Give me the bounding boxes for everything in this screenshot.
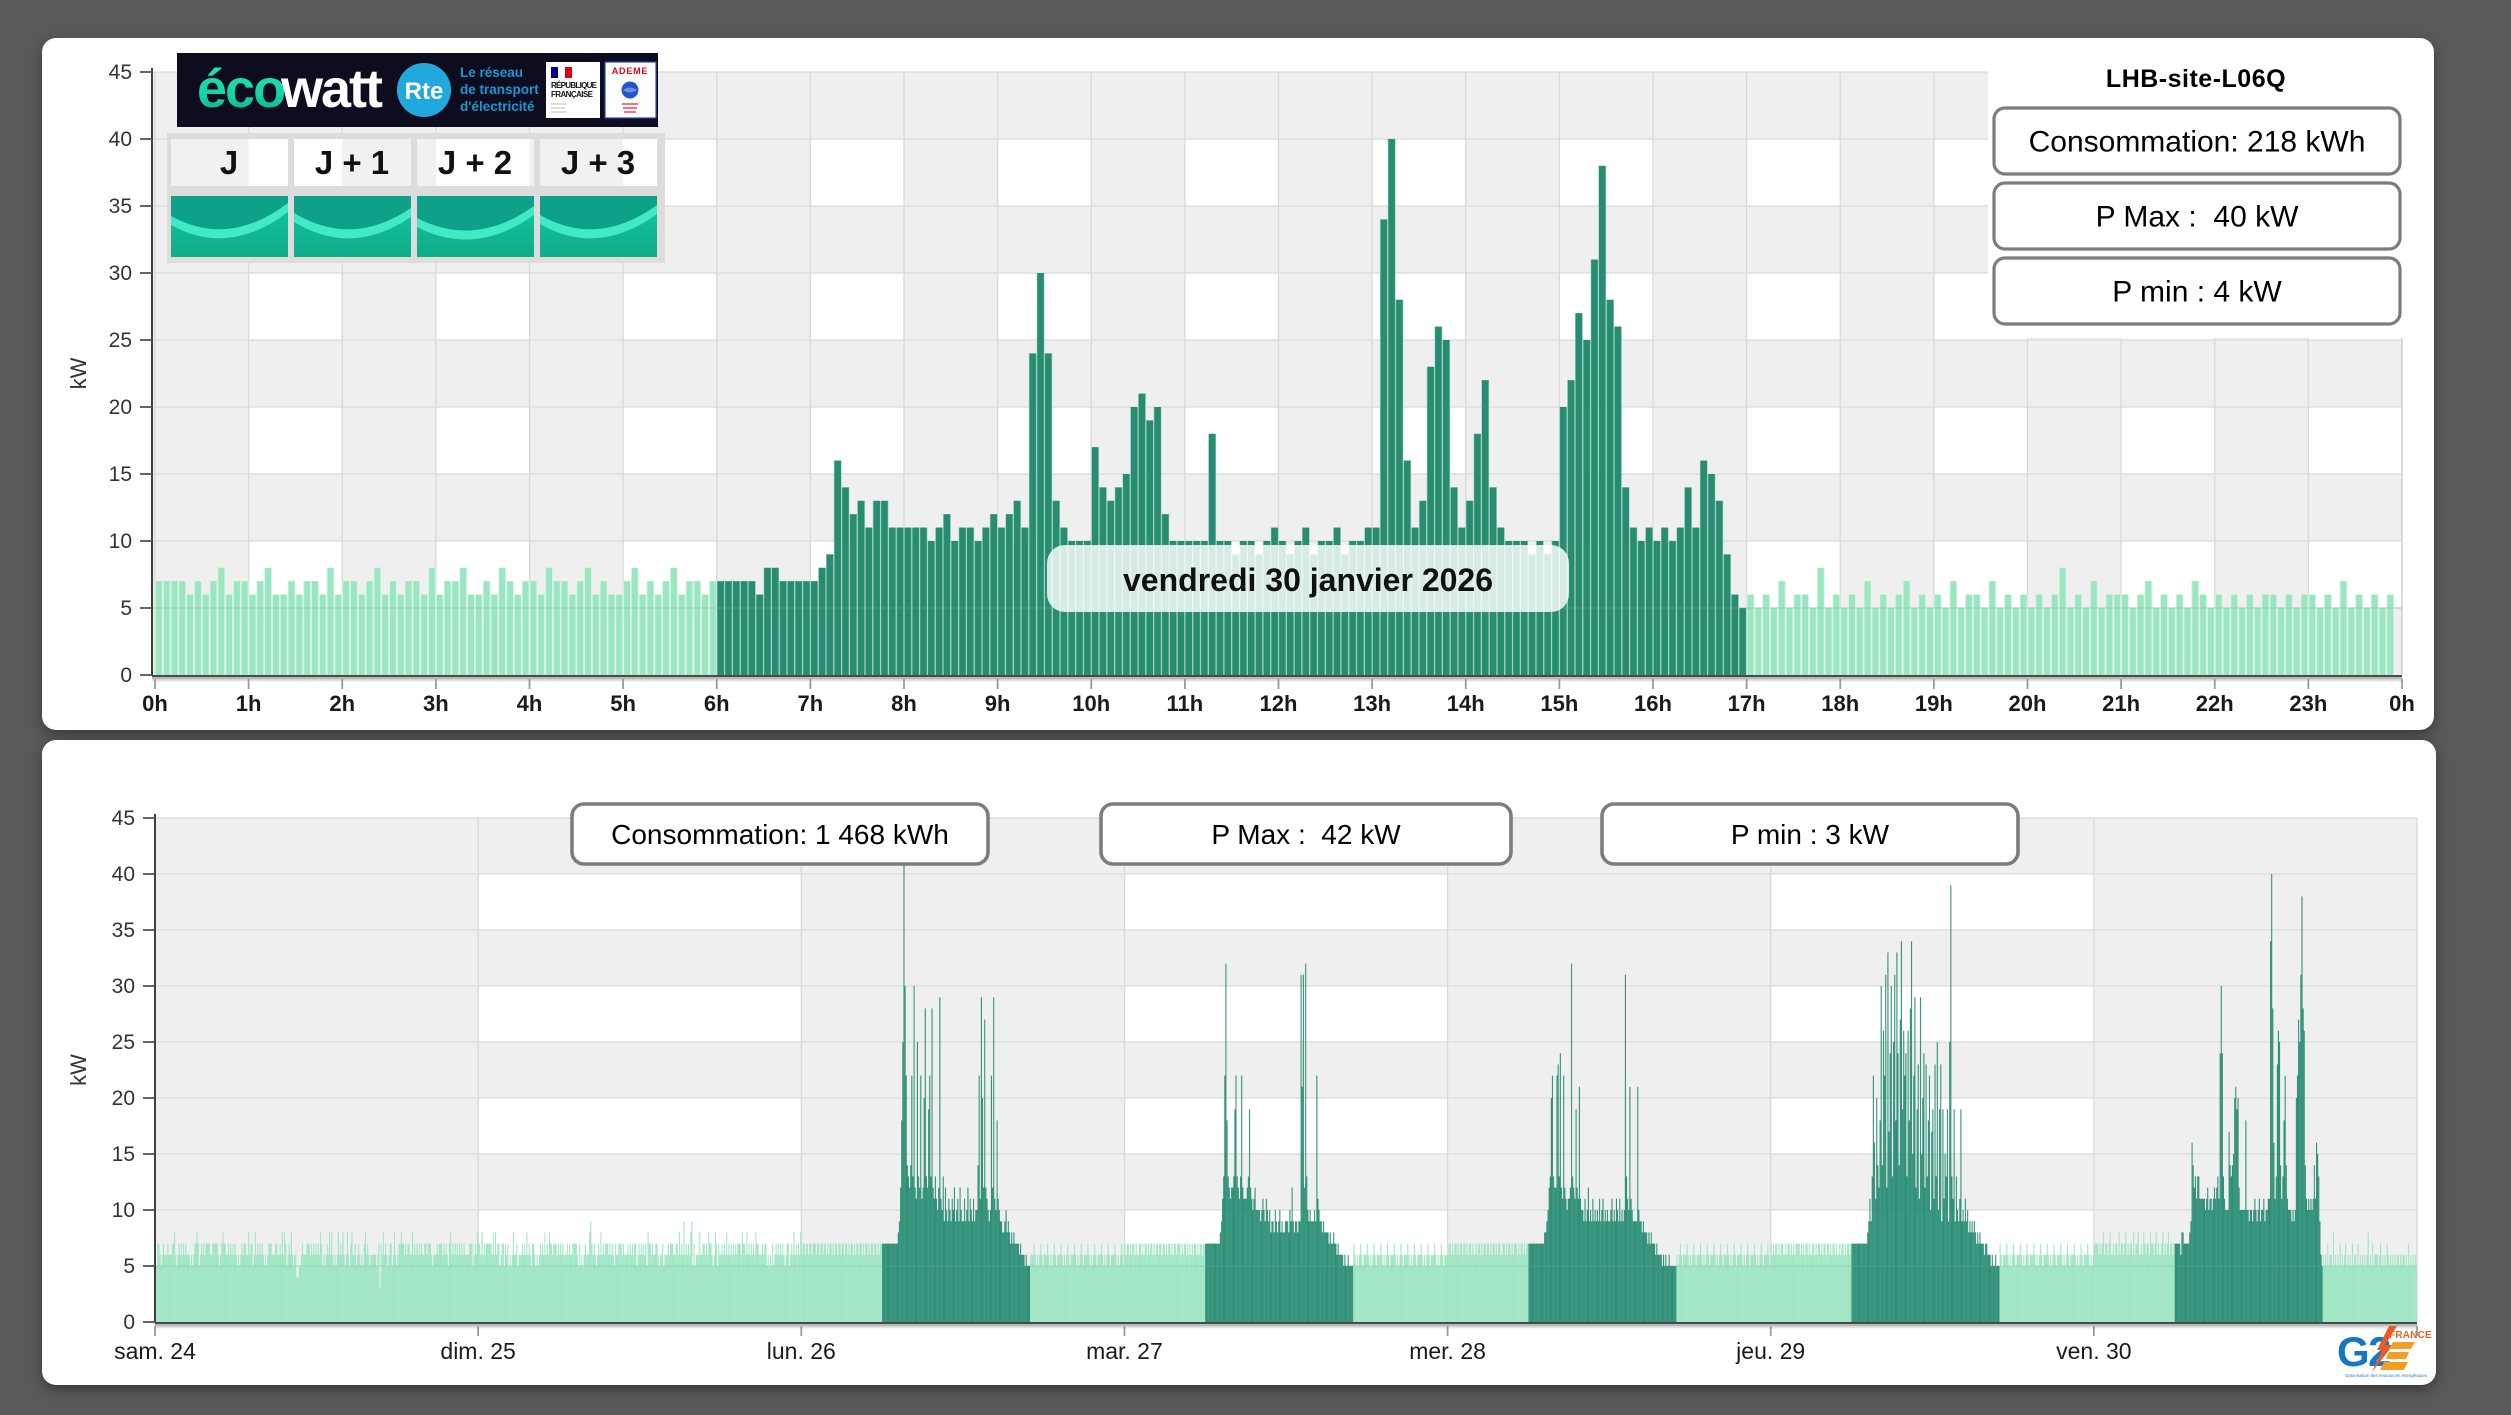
svg-text:vendredi 30 janvier 2026: vendredi 30 janvier 2026	[1123, 562, 1493, 598]
svg-text:9h: 9h	[985, 691, 1011, 716]
svg-text:16h: 16h	[1634, 691, 1672, 716]
svg-text:watt: watt	[280, 59, 383, 119]
svg-text:4h: 4h	[517, 691, 543, 716]
svg-text:20h: 20h	[2009, 691, 2047, 716]
svg-text:J + 1: J + 1	[315, 144, 389, 181]
svg-text:8h: 8h	[891, 691, 917, 716]
svg-text:d'électricité: d'électricité	[460, 99, 535, 114]
svg-text:ven. 30: ven. 30	[2056, 1338, 2131, 1364]
svg-text:mar. 27: mar. 27	[1086, 1338, 1163, 1364]
svg-text:20: 20	[112, 1087, 135, 1110]
svg-text:3h: 3h	[423, 691, 449, 716]
svg-text:kW: kW	[66, 357, 91, 389]
svg-text:Consommation: 1 468 kWh: Consommation: 1 468 kWh	[611, 819, 949, 850]
svg-text:45: 45	[112, 807, 135, 830]
svg-text:5: 5	[120, 597, 132, 620]
svg-text:0h: 0h	[142, 691, 168, 716]
svg-text:18h: 18h	[1821, 691, 1859, 716]
svg-text:Le réseau: Le réseau	[460, 65, 523, 80]
svg-text:35: 35	[112, 919, 135, 942]
svg-text:15: 15	[112, 1143, 135, 1166]
svg-text:0: 0	[123, 1311, 135, 1334]
svg-text:mer. 28: mer. 28	[1409, 1338, 1486, 1364]
svg-text:11h: 11h	[1167, 691, 1204, 716]
svg-text:FRANÇAISE: FRANÇAISE	[551, 90, 594, 99]
svg-text:40: 40	[109, 128, 132, 151]
svg-text:40: 40	[112, 863, 135, 886]
svg-text:10: 10	[109, 530, 132, 553]
svg-text:FRANCE: FRANCE	[2389, 1330, 2432, 1341]
svg-text:30: 30	[109, 262, 132, 285]
svg-text:7h: 7h	[798, 691, 824, 716]
svg-text:J + 3: J + 3	[561, 144, 635, 181]
svg-text:15h: 15h	[1540, 691, 1578, 716]
svg-text:P min : 4 kW: P min : 4 kW	[2112, 276, 2282, 309]
svg-text:17h: 17h	[1728, 691, 1766, 716]
svg-text:15: 15	[109, 463, 132, 486]
svg-text:5h: 5h	[610, 691, 636, 716]
svg-text:5: 5	[123, 1255, 135, 1278]
svg-text:1h: 1h	[236, 691, 262, 716]
svg-text:Rte: Rte	[405, 78, 444, 105]
svg-text:Consommation: 218 kWh: Consommation: 218 kWh	[2029, 126, 2366, 159]
svg-text:lun. 26: lun. 26	[767, 1338, 836, 1364]
svg-text:25: 25	[109, 329, 132, 352]
svg-text:45: 45	[109, 61, 132, 84]
svg-text:23h: 23h	[2289, 691, 2327, 716]
svg-text:P min : 3 kW: P min : 3 kW	[1731, 819, 1890, 850]
svg-text:0: 0	[120, 664, 132, 687]
svg-text:dim. 25: dim. 25	[440, 1338, 515, 1364]
svg-text:sam. 24: sam. 24	[114, 1338, 196, 1364]
svg-text:22h: 22h	[2196, 691, 2234, 716]
svg-text:éco: éco	[197, 59, 284, 119]
svg-text:0h: 0h	[2389, 691, 2415, 716]
svg-text:10: 10	[112, 1199, 135, 1222]
svg-text:Optimisation des ressources én: Optimisation des ressources énergétiques	[2345, 1373, 2428, 1378]
svg-text:de transport: de transport	[460, 82, 539, 97]
svg-text:14h: 14h	[1447, 691, 1485, 716]
svg-text:20: 20	[109, 396, 132, 419]
svg-text:19h: 19h	[1915, 691, 1953, 716]
svg-text:P Max : 42 kW: P Max : 42 kW	[1211, 819, 1401, 850]
svg-text:LHB-site-L06Q: LHB-site-L06Q	[2106, 65, 2286, 93]
svg-text:25: 25	[112, 1031, 135, 1054]
svg-text:J: J	[220, 144, 238, 181]
svg-text:ADEME: ADEME	[612, 66, 649, 76]
svg-text:30: 30	[112, 975, 135, 998]
svg-text:6h: 6h	[704, 691, 730, 716]
svg-text:35: 35	[109, 195, 132, 218]
svg-text:kW: kW	[66, 1054, 91, 1086]
svg-text:2h: 2h	[329, 691, 355, 716]
svg-text:13h: 13h	[1353, 691, 1391, 716]
svg-text:12h: 12h	[1260, 691, 1298, 716]
svg-text:P Max : 40 kW: P Max : 40 kW	[2096, 201, 2300, 234]
svg-text:jeu. 29: jeu. 29	[1735, 1338, 1805, 1364]
svg-text:RÉPUBLIQUE: RÉPUBLIQUE	[551, 81, 598, 90]
svg-text:10h: 10h	[1072, 691, 1110, 716]
svg-text:21h: 21h	[2102, 691, 2140, 716]
svg-text:J + 2: J + 2	[438, 144, 512, 181]
